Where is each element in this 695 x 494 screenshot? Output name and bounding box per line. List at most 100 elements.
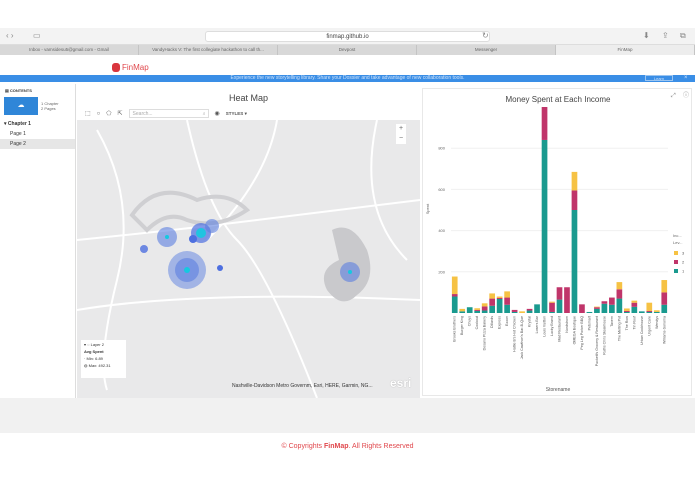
- browser-tab[interactable]: Devpost: [278, 45, 417, 55]
- bar-segment[interactable]: [511, 309, 518, 312]
- bar-segment[interactable]: [616, 289, 623, 299]
- bar-segment[interactable]: [631, 302, 638, 307]
- bar-segment[interactable]: [616, 282, 623, 290]
- bar-segment[interactable]: [564, 287, 570, 313]
- polygon-select-icon[interactable]: ⬠: [106, 111, 112, 117]
- finmap-logo[interactable]: FinMap: [112, 63, 149, 72]
- basemap-icon[interactable]: ◉: [214, 111, 220, 117]
- bar-segment[interactable]: [661, 280, 668, 293]
- legend-label[interactable]: 2: [682, 260, 685, 265]
- bar-segment[interactable]: [526, 308, 533, 311]
- bar-segment[interactable]: [661, 304, 668, 313]
- bar-segment[interactable]: [609, 297, 615, 305]
- bar-segment[interactable]: [631, 300, 638, 303]
- bar-segment[interactable]: [459, 311, 466, 313]
- bar-segment[interactable]: [451, 276, 458, 295]
- reload-icon[interactable]: ↻: [482, 31, 489, 40]
- bar-segment[interactable]: [496, 297, 503, 299]
- bar-segment[interactable]: [661, 292, 668, 305]
- bar-segment[interactable]: [519, 311, 525, 313]
- bar-segment[interactable]: [594, 306, 600, 308]
- bar-segment[interactable]: [474, 309, 481, 311]
- bar-segment[interactable]: [624, 308, 630, 311]
- bar-segment[interactable]: [526, 310, 533, 313]
- bar-segment[interactable]: [571, 210, 578, 313]
- browser-tab-active[interactable]: FinMap: [556, 45, 695, 55]
- bar-segment[interactable]: [638, 311, 645, 313]
- page-item-1[interactable]: Page 1: [10, 131, 26, 137]
- bar-segment[interactable]: [594, 308, 600, 313]
- bar-segment[interactable]: [474, 310, 481, 313]
- bar-segment[interactable]: [616, 298, 623, 313]
- zoom-in-button[interactable]: +: [398, 125, 404, 132]
- bar-segment[interactable]: [451, 294, 458, 297]
- bar-segment[interactable]: [504, 291, 510, 298]
- bar-segment[interactable]: [466, 307, 473, 313]
- browser-tab[interactable]: VandyHacks V: The first collegiate hacka…: [139, 45, 278, 55]
- browser-tab[interactable]: Messenger: [417, 45, 556, 55]
- circle-select-icon[interactable]: ○: [96, 110, 101, 117]
- page-thumbnail[interactable]: ☁: [4, 97, 38, 115]
- bar-segment[interactable]: [489, 305, 495, 313]
- legend-label[interactable]: 3: [682, 251, 685, 256]
- x-tick-label: The Row: [625, 316, 629, 331]
- bar-segment[interactable]: [481, 306, 488, 311]
- bar-segment[interactable]: [481, 310, 488, 313]
- bar-segment[interactable]: [646, 311, 653, 313]
- bar-segment[interactable]: [624, 310, 630, 312]
- zoom-out-button[interactable]: −: [398, 135, 404, 142]
- chapter-item[interactable]: ▾ Chapter 1: [4, 121, 31, 127]
- close-icon[interactable]: ×: [684, 75, 688, 81]
- bar-segment[interactable]: [631, 306, 638, 313]
- bar-segment[interactable]: [496, 296, 503, 298]
- bar-segment[interactable]: [541, 107, 548, 140]
- tabs-icon[interactable]: ⧉: [680, 31, 686, 40]
- bar-segment[interactable]: [459, 308, 466, 312]
- bar-segment[interactable]: [534, 304, 540, 313]
- styles-dropdown[interactable]: STYLES ▾: [225, 110, 247, 116]
- bar-segment[interactable]: [586, 311, 593, 313]
- bar-segment[interactable]: [474, 308, 481, 310]
- bar-segment[interactable]: [541, 139, 548, 313]
- bar-segment[interactable]: [489, 298, 495, 306]
- x-tick-label: Jack Cawthon's Bar-B-Que: [520, 316, 524, 359]
- bar-segment[interactable]: [481, 303, 488, 307]
- map-search-input[interactable]: Search... ⌕: [128, 109, 209, 118]
- bar-segment[interactable]: [609, 304, 615, 313]
- map-canvas[interactable]: + − ▾ ◌ Layer 2 Avg Spent · Min: 6.89 ◍ M…: [77, 120, 420, 398]
- legend-layer[interactable]: ▾ ◌ Layer 2: [84, 342, 104, 347]
- bar-segment[interactable]: [646, 302, 653, 311]
- bar-segment[interactable]: [504, 297, 510, 305]
- bar-segment[interactable]: [624, 311, 630, 313]
- share-icon[interactable]: ⇪: [662, 31, 669, 40]
- bar-segment[interactable]: [594, 307, 600, 309]
- clear-selection-icon[interactable]: ⇱: [117, 111, 123, 117]
- bar-segment[interactable]: [489, 293, 495, 299]
- banner-button[interactable]: Learn: [645, 75, 673, 81]
- sidebar-toggle-icon[interactable]: ▭: [33, 31, 41, 40]
- bar-segment[interactable]: [601, 303, 608, 313]
- bar-segment[interactable]: [549, 301, 555, 303]
- legend-label[interactable]: 1: [682, 269, 685, 274]
- bar-segment[interactable]: [653, 311, 660, 313]
- bar-segment[interactable]: [571, 190, 578, 210]
- bar-segment[interactable]: [579, 304, 585, 313]
- bar-segment[interactable]: [504, 304, 510, 313]
- back-forward-icon[interactable]: ‹ ›: [6, 31, 14, 40]
- bar-segment[interactable]: [556, 299, 563, 313]
- bar-segment[interactable]: [556, 287, 563, 300]
- address-bar[interactable]: finmap.github.io: [205, 31, 490, 42]
- bar-segment[interactable]: [653, 310, 660, 312]
- page-item-2[interactable]: Page 2: [0, 139, 75, 149]
- rectangle-select-icon[interactable]: ⬚: [85, 111, 91, 117]
- bar-segment[interactable]: [496, 298, 503, 313]
- browser-tab[interactable]: Inbox - vamsidesu5@gmail.com - Gmail: [0, 45, 139, 55]
- bar-segment[interactable]: [646, 310, 653, 312]
- bar-segment[interactable]: [549, 302, 555, 312]
- bar-segment[interactable]: [511, 311, 518, 313]
- bar-segment[interactable]: [549, 311, 555, 313]
- bar-segment[interactable]: [601, 301, 608, 304]
- download-icon[interactable]: ⬇: [643, 31, 650, 40]
- bar-segment[interactable]: [571, 171, 578, 191]
- bar-segment[interactable]: [451, 296, 458, 313]
